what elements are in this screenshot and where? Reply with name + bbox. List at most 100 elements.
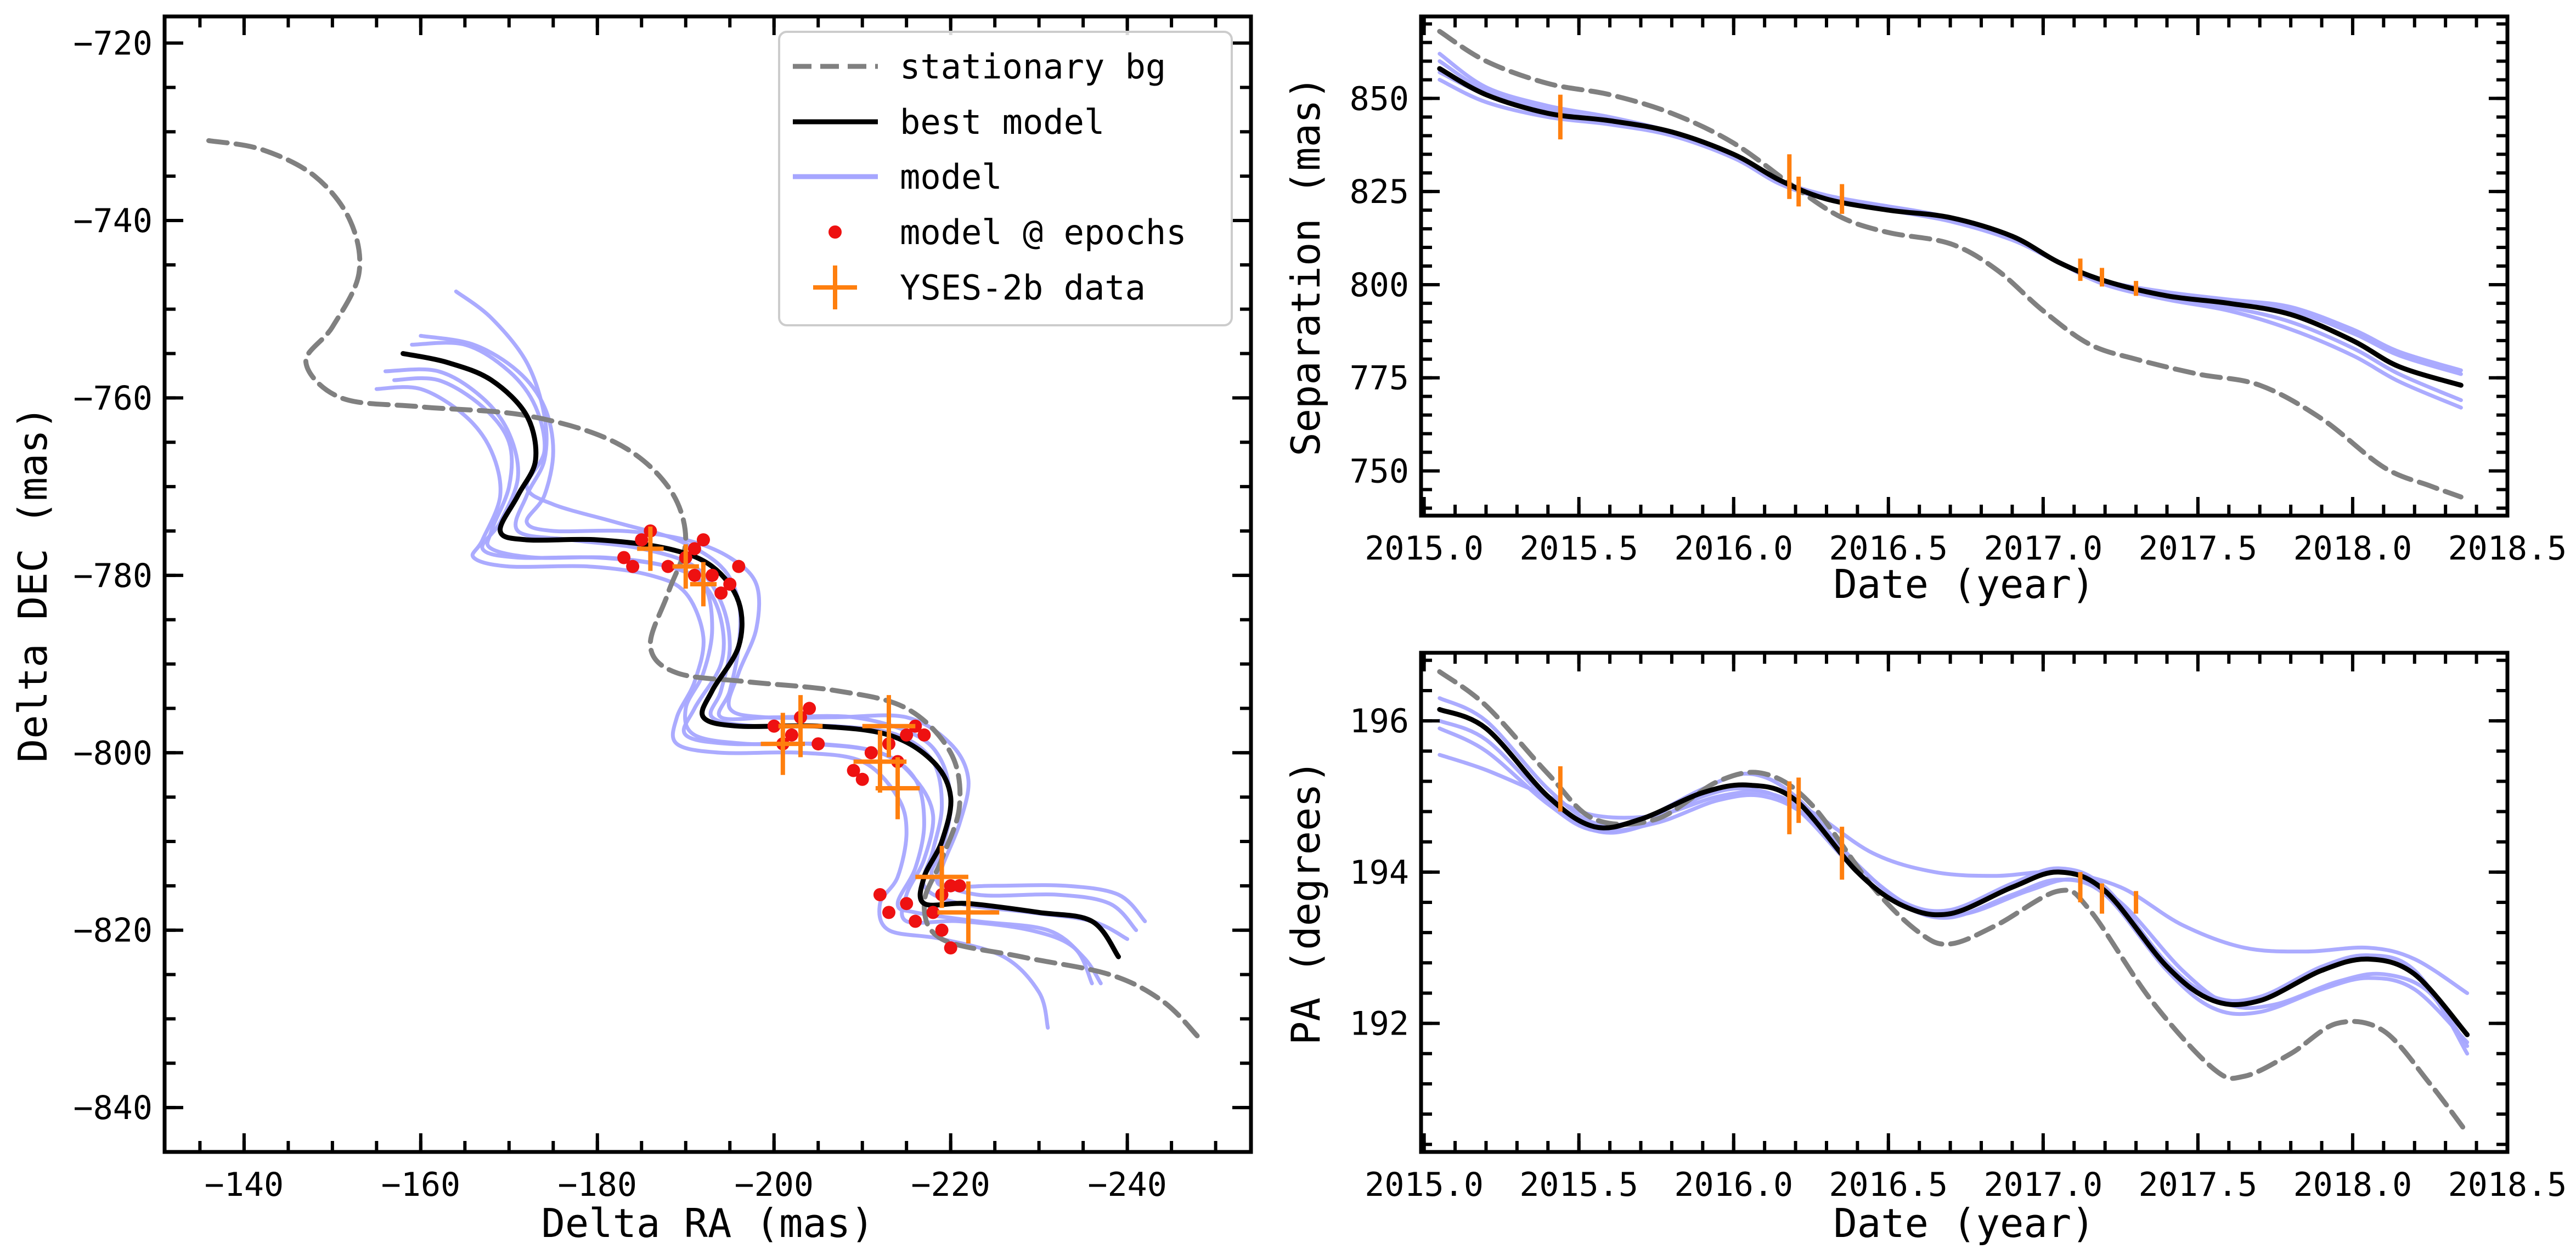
- legend-label-yses-2b-data: YSES-2b data: [900, 268, 1146, 308]
- sky-model-epoch-point: [767, 719, 781, 733]
- separation-axes-frame: [1419, 14, 2510, 518]
- sky-model-epoch-point: [803, 702, 816, 715]
- sky-series-model-line: [410, 341, 1138, 933]
- legend-entry-model: model: [793, 157, 1002, 197]
- sky-model-epoch-point: [935, 923, 949, 937]
- sky-model-epoch-point: [855, 772, 869, 786]
- sky-model-epoch-point: [882, 906, 895, 919]
- pa-plot-area: [1437, 669, 2470, 1135]
- y-tick-label: 192: [1350, 1005, 1409, 1043]
- pa-axes-frame: [1419, 651, 2510, 1154]
- sky-series-stationary-bg-line: [206, 138, 1200, 1039]
- x-tick-label: 2016.5: [1829, 1166, 1948, 1204]
- x-tick-label: 2016.0: [1674, 1166, 1793, 1204]
- y-tick-label: −840: [74, 1089, 153, 1127]
- pa-series-model-line: [1438, 753, 2470, 995]
- x-tick-label: −140: [205, 1166, 284, 1204]
- legend-entry-stationary-bg: stationary bg: [793, 47, 1166, 87]
- x-tick-label: −240: [1087, 1166, 1167, 1204]
- sky-model-epoch-point: [900, 728, 914, 742]
- separation-x-axis-label: Date (year): [1834, 561, 2095, 607]
- sky-series-model-line: [392, 376, 1103, 986]
- x-tick-label: 2015.5: [1519, 1166, 1638, 1204]
- x-tick-label: −200: [734, 1166, 814, 1204]
- sky-y-axis-label: Delta DEC (mas): [10, 406, 56, 762]
- y-tick-label: −740: [74, 202, 153, 240]
- x-tick-label: 2018.5: [2448, 529, 2567, 568]
- sky-plot-area: [206, 138, 1200, 1039]
- sky-model-epoch-point: [900, 897, 914, 911]
- legend: stationary bg best model model model @ e…: [778, 31, 1233, 326]
- pa-series-stationary-bg-line: [1437, 669, 2470, 1135]
- sky-ticks: −140 −160 −180 −200 −220 −240 −720 −740 −760 −780…: [74, 16, 1251, 1204]
- x-tick-label: 2017.5: [2139, 1166, 2258, 1204]
- sky-model-epoch-point: [714, 586, 728, 600]
- sky-model-epoch-point: [687, 542, 701, 556]
- pa-series-model-line: [1438, 726, 2470, 1056]
- sky-series-best-model-line: [401, 351, 1121, 959]
- pa-series-best-model-line: [1437, 707, 2470, 1037]
- separation-ticks: 2015.0 2015.5 2016.0 2016.5 2017.0 2017.5 2018…: [1350, 16, 2567, 568]
- legend-entry-best-model: best model: [793, 102, 1104, 142]
- legend-entry-model-epochs: model @ epochs: [828, 212, 1187, 252]
- pa-series-model-line: [1438, 719, 2470, 1044]
- x-tick-label: 2017.0: [1983, 529, 2102, 568]
- legend-label-best-model: best model: [900, 102, 1104, 142]
- y-tick-label: 775: [1350, 359, 1409, 398]
- y-tick-label: 825: [1350, 173, 1409, 211]
- sky-x-axis-label: Delta RA (mas): [542, 1200, 875, 1246]
- sky-series-model-line: [383, 367, 1094, 986]
- sep-series-best-model-line: [1437, 66, 2464, 388]
- sep-series-model-line: [1438, 52, 2463, 376]
- sep-series-stationary-bg-line: [1437, 29, 2464, 500]
- y-tick-label: 850: [1350, 80, 1409, 118]
- x-tick-label: −180: [558, 1166, 638, 1204]
- sky-model-epoch-point: [723, 578, 737, 591]
- sky-model-epoch-point: [952, 879, 966, 892]
- separation-plot-panel: 2015.0 2015.5 2016.0 2016.5 2017.0 2017.5 2018…: [1283, 14, 2567, 607]
- y-tick-label: −760: [74, 379, 153, 417]
- sky-model-epoch-point: [785, 728, 798, 742]
- y-tick-label: 196: [1350, 702, 1409, 741]
- sky-model-epoch-point: [617, 551, 631, 564]
- x-tick-label: 2015.0: [1365, 529, 1484, 568]
- x-tick-label: 2017.0: [1983, 1166, 2102, 1204]
- y-tick-label: −800: [74, 734, 153, 772]
- sky-series-model-line: [454, 289, 1130, 941]
- y-tick-label: −720: [74, 25, 153, 63]
- sky-model-epoch-point: [732, 560, 746, 573]
- sky-model-epoch-point: [696, 533, 710, 547]
- legend-label-stationary-bg: stationary bg: [900, 47, 1166, 87]
- sky-model-epoch-point: [626, 560, 640, 573]
- separation-plot-area: [1437, 29, 2464, 500]
- sky-series-model-line: [374, 385, 1050, 1030]
- pa-x-axis-label: Date (year): [1834, 1200, 2095, 1246]
- x-tick-label: −220: [911, 1166, 990, 1204]
- y-tick-label: −820: [74, 912, 153, 950]
- x-tick-label: 2016.0: [1674, 529, 1793, 568]
- x-tick-label: 2016.5: [1829, 529, 1948, 568]
- x-tick-label: 2015.0: [1365, 1166, 1484, 1204]
- x-tick-label: 2015.5: [1519, 529, 1638, 568]
- sky-model-epoch-point: [864, 746, 878, 760]
- sky-model-epoch-point: [706, 568, 719, 582]
- x-tick-label: 2018.0: [2293, 529, 2412, 568]
- x-tick-label: −160: [381, 1166, 461, 1204]
- legend-entry-yses-2b-data: YSES-2b data: [813, 265, 1146, 309]
- sky-model-epoch-point: [909, 914, 922, 928]
- y-tick-label: 750: [1350, 453, 1409, 491]
- separation-y-axis-label: Separation (mas): [1283, 76, 1329, 456]
- sky-model-epoch-point: [917, 728, 931, 742]
- y-tick-label: −780: [74, 557, 153, 595]
- x-tick-label: 2017.5: [2139, 529, 2258, 568]
- sky-plot-panel: −140 −160 −180 −200 −220 −240 −720 −740 −760 −780…: [10, 14, 1253, 1246]
- pa-plot-panel: 2015.0 2015.5 2016.0 2016.5 2017.0 2017.5 2018…: [1283, 651, 2567, 1246]
- sep-series-model-line: [1438, 77, 2463, 402]
- sky-model-epoch-point: [873, 888, 887, 902]
- legend-box: [778, 31, 1233, 326]
- y-tick-label: 194: [1350, 854, 1409, 892]
- sky-axes-frame: [162, 14, 1253, 1154]
- sky-model-epoch-point: [635, 533, 649, 547]
- sky-model-epoch-point: [661, 560, 675, 573]
